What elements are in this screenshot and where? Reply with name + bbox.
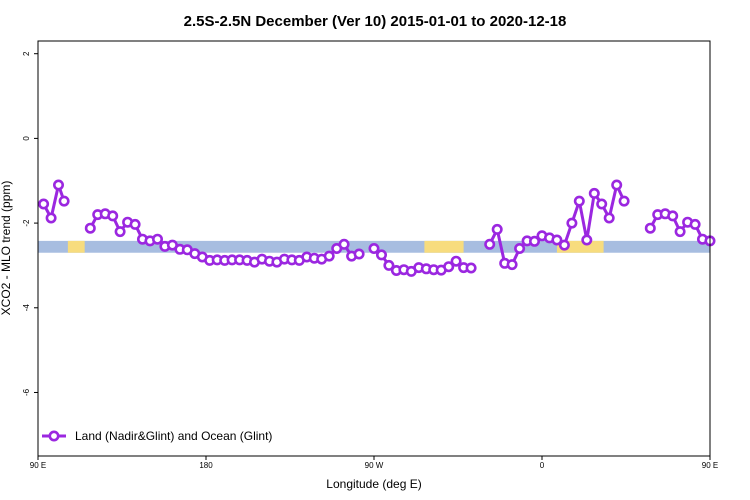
y-axis: 2 0 -2 -4 -6 <box>22 51 38 396</box>
data-point <box>558 239 570 251</box>
data-point <box>450 255 462 267</box>
data-point <box>573 195 585 207</box>
data-point <box>611 179 623 191</box>
data-point <box>383 259 395 271</box>
data-point <box>667 210 679 222</box>
y-tick-label: 2 <box>22 51 31 56</box>
data-point <box>644 222 656 234</box>
data-point <box>484 238 496 250</box>
data-point <box>375 249 387 261</box>
x-tick-label: 90 W <box>365 461 384 470</box>
legend-entry: Land (Nadir&Glint) and Ocean (Glint) <box>75 429 272 443</box>
land-band-segment <box>424 240 464 253</box>
y-axis-label: XCO2 - MLO trend (ppm) <box>0 181 13 316</box>
data-point <box>338 238 350 250</box>
data-point <box>506 259 518 271</box>
x-tick-label: 90 E <box>30 461 46 470</box>
data-point <box>514 243 526 255</box>
legend-marker <box>48 430 60 442</box>
x-tick-label: 90 E <box>702 461 718 470</box>
x-tick-label: 0 <box>540 461 545 470</box>
data-point <box>152 233 164 245</box>
x-axis: 90 E 180 90 W 0 90 E <box>30 456 718 470</box>
data-point <box>368 243 380 255</box>
data-point <box>566 217 578 229</box>
y-tick-label: -2 <box>22 219 31 227</box>
data-point <box>84 222 96 234</box>
series-layer <box>38 179 716 277</box>
data-point <box>323 250 335 262</box>
data-point <box>528 235 540 247</box>
data-point <box>618 195 630 207</box>
data-point <box>674 226 686 238</box>
data-point <box>38 198 50 210</box>
data-point <box>596 198 608 210</box>
x-axis-label: Longitude (deg E) <box>326 477 421 491</box>
data-point <box>581 234 593 246</box>
data-point <box>588 187 600 199</box>
data-point <box>114 226 126 238</box>
chart-title: 2.5S-2.5N December (Ver 10) 2015-01-01 t… <box>184 13 567 30</box>
legend: Land (Nadir&Glint) and Ocean (Glint) <box>42 429 272 443</box>
data-point <box>45 212 57 224</box>
data-point <box>603 212 615 224</box>
data-point <box>58 195 70 207</box>
data-point <box>107 210 119 222</box>
x-tick-label: 180 <box>199 461 213 470</box>
data-point <box>353 248 365 260</box>
land-band-segment <box>67 240 85 253</box>
data-point <box>689 218 701 230</box>
data-point <box>443 261 455 273</box>
land-band-segment <box>556 240 604 253</box>
data-point <box>465 262 477 274</box>
data-point <box>52 179 64 191</box>
series-line <box>42 183 66 220</box>
data-point <box>491 223 503 235</box>
y-tick-label: 0 <box>22 136 31 141</box>
y-tick-label: -6 <box>22 388 31 396</box>
data-point <box>551 234 563 246</box>
y-tick-label: -4 <box>22 304 31 312</box>
data-point <box>129 218 141 230</box>
